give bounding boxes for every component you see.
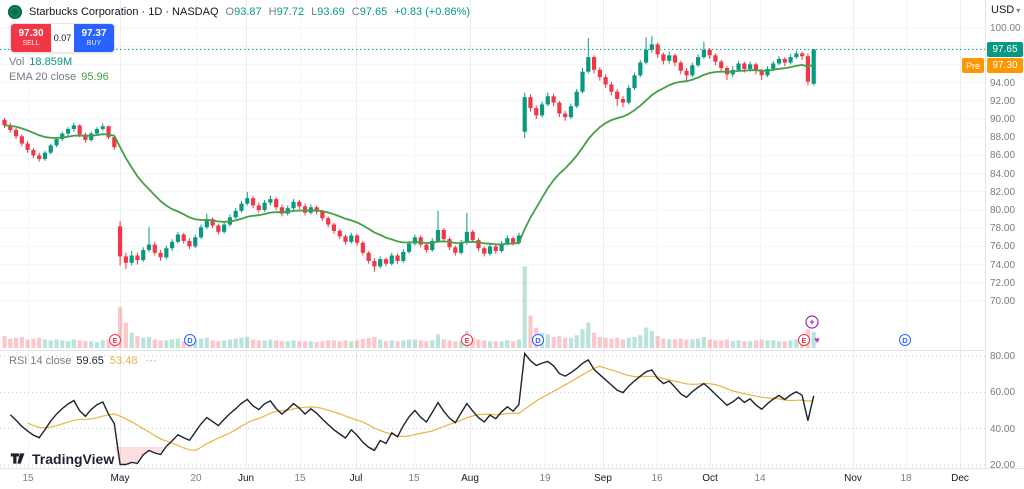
time-tick-label: Nov (844, 473, 862, 484)
premarket-price-badge: 97.30 (987, 58, 1023, 73)
price-axis[interactable]: USD ▾ 97.65 97.30 100.0098.0096.0094.009… (985, 0, 1024, 472)
rsi-tick-label: 60.00 (990, 387, 1016, 399)
ohlc-high: H97.72 (268, 6, 305, 18)
time-tick-label: 15 (408, 473, 420, 484)
starbucks-logo-icon (8, 5, 22, 19)
time-tick-label: Sep (594, 473, 612, 484)
plus-circle-annotation[interactable]: + (805, 315, 819, 329)
rsi-line (9, 351, 815, 466)
buy-sell-widget: 97.30 SELL 0.07 97.37 BUY (10, 23, 115, 53)
sell-button[interactable]: 97.30 SELL (11, 24, 51, 52)
tradingview-logo-text: TradingView (32, 450, 115, 467)
event-marker-E[interactable]: E (461, 334, 473, 346)
ohlc-open: O93.87 (225, 6, 262, 18)
currency-selector[interactable]: USD ▾ (991, 4, 1020, 16)
ema-line (4, 63, 814, 246)
time-tick-label: Dec (951, 473, 969, 484)
price-tick-label: 88.00 (990, 132, 1016, 144)
price-tick-label: 92.00 (990, 95, 1016, 107)
price-tick-label: 94.00 (990, 77, 1016, 89)
spread-value: 0.07 (51, 24, 74, 52)
rsi-signal-line (27, 365, 814, 452)
event-marker-D[interactable]: D (532, 334, 544, 346)
change-value: +0.83 (+0.86%) (394, 6, 471, 18)
currency-label: USD (991, 4, 1015, 16)
ema-legend[interactable]: EMA 20 close 95.96 (9, 71, 109, 83)
time-tick-label: 16 (651, 473, 663, 484)
event-marker-E[interactable]: E (109, 334, 121, 346)
ohlc-low: L93.69 (311, 6, 345, 18)
svg-text:D: D (187, 336, 193, 345)
price-tick-label: 90.00 (990, 114, 1016, 125)
heart-annotation[interactable]: ♥ (814, 335, 819, 345)
event-marker-D[interactable]: D (899, 334, 911, 346)
rsi-oversold-fill (10, 446, 814, 465)
volume-legend[interactable]: Vol 18.859M (9, 56, 73, 68)
chevron-down-icon: ▾ (1016, 5, 1021, 15)
time-tick-label: Aug (461, 473, 479, 484)
svg-text:♥: ♥ (814, 335, 819, 345)
price-tick-label: 70.00 (990, 296, 1016, 307)
tradingview-logo[interactable]: TradingView (10, 450, 114, 467)
time-tick-label: 20 (190, 473, 202, 484)
svg-text:E: E (464, 336, 469, 345)
time-tick-label: May (110, 473, 130, 484)
event-marker-D[interactable]: D (184, 334, 196, 346)
time-tick-label: 14 (754, 473, 766, 484)
rsi-legend[interactable]: RSI 14 close 59.65 53.48 ⋯ (9, 355, 159, 367)
time-tick-label: Jul (349, 473, 363, 484)
ohlc-close: C97.65 (351, 6, 388, 18)
rsi-tick-label: 20.00 (990, 460, 1016, 472)
time-tick-label: 19 (539, 473, 551, 484)
price-tick-label: 82.00 (990, 186, 1016, 198)
symbol-legend: Starbucks Corporation · 1D · NASDAQ O93.… (8, 5, 470, 19)
price-tick-label: 86.00 (990, 150, 1016, 162)
rsi-tick-label: 40.00 (990, 423, 1016, 435)
svg-text:E: E (801, 336, 806, 345)
last-price-badge: 97.65 (987, 42, 1023, 57)
time-tick-label: 18 (900, 473, 912, 484)
price-chart-canvas[interactable]: E D E D E D +♥ (0, 0, 1024, 468)
price-tick-label: 84.00 (990, 168, 1016, 180)
price-tick-label: 80.00 (990, 205, 1016, 216)
grid-lines (0, 0, 1024, 468)
time-tick-label: Jun (237, 473, 255, 484)
svg-text:D: D (535, 336, 541, 345)
svg-text:D: D (902, 336, 908, 345)
legend-more-icon[interactable]: ⋯ (145, 355, 159, 367)
time-tick-label: 15 (294, 473, 306, 484)
price-tick-label: 72.00 (990, 277, 1016, 289)
tradingview-logo-icon (10, 453, 25, 464)
rsi-tick-label: 80.00 (990, 351, 1016, 362)
time-axis[interactable]: 15 May 20 Jun 15 Jul 15 Aug 19 Sep 16 Oct 14 Nov 18 Dec (0, 468, 1024, 489)
buy-button[interactable]: 97.37 BUY (74, 24, 114, 52)
price-tick-label: 78.00 (990, 223, 1016, 235)
time-tick-label: 15 (22, 473, 34, 484)
price-tick-label: 100.00 (990, 23, 1021, 34)
volume-bars (2, 266, 816, 348)
svg-text:E: E (112, 336, 117, 345)
ohlc-readout: O93.87 H97.72 L93.69 C97.65 +0.83 (+0.86… (226, 6, 471, 18)
svg-text:+: + (809, 317, 814, 327)
time-tick-label: Oct (702, 473, 718, 484)
premarket-label-badge: Pre (962, 58, 985, 73)
event-marker-E[interactable]: E (798, 334, 810, 346)
price-tick-label: 76.00 (990, 241, 1016, 253)
price-tick-label: 74.00 (990, 259, 1016, 271)
symbol-title[interactable]: Starbucks Corporation · 1D · NASDAQ (29, 6, 219, 18)
